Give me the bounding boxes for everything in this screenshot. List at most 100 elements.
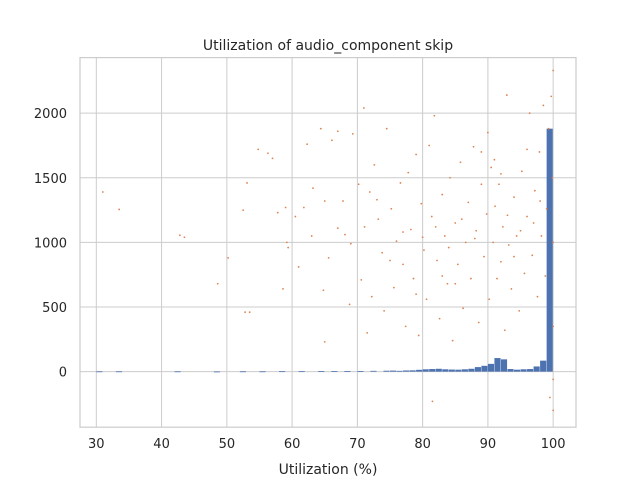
histogram-bar <box>318 371 325 372</box>
scatter-point <box>441 193 444 196</box>
scatter-point <box>377 218 380 221</box>
scatter-point <box>464 241 467 244</box>
scatter-point <box>183 236 186 239</box>
scatter-point <box>227 257 230 259</box>
scatter-point <box>430 215 433 218</box>
scatter-point <box>434 225 437 228</box>
scatter-point <box>376 198 378 201</box>
scatter-point <box>494 205 496 208</box>
scatter-point <box>486 131 489 134</box>
scatter-point <box>492 241 495 244</box>
scatter-point <box>216 282 219 285</box>
scatter-point <box>244 311 247 314</box>
scatter-point <box>257 148 260 151</box>
scatter-point <box>506 214 509 217</box>
y-tick-labels: 0 500 1000 1500 2000 <box>34 107 67 380</box>
scatter-point <box>552 409 555 412</box>
scatter-point <box>407 171 410 174</box>
scatter-point <box>267 152 269 155</box>
chart-title: Utilization of audio_component skip <box>203 38 453 54</box>
scatter-point <box>336 130 339 133</box>
scatter-point <box>480 151 483 153</box>
scatter-point <box>460 218 463 221</box>
scatter-point <box>284 206 287 209</box>
scatter-point <box>246 182 248 184</box>
scatter-point <box>431 400 434 403</box>
histogram-bar <box>96 371 103 373</box>
scatter-point <box>423 249 425 252</box>
scatter-point <box>515 235 518 237</box>
scatter-point <box>383 309 386 312</box>
scatter-point <box>519 229 522 232</box>
scatter-point <box>485 213 488 215</box>
histogram-bar <box>507 369 514 372</box>
scatter-point <box>399 182 402 184</box>
scatter-point <box>446 282 449 285</box>
scatter-point <box>368 191 371 193</box>
scatter-point <box>456 263 459 266</box>
scatter-point <box>547 127 550 130</box>
histogram-bar <box>435 368 442 372</box>
scatter-point <box>496 277 498 280</box>
histogram-bar <box>494 358 501 372</box>
scatter-point <box>459 161 462 164</box>
scatter-point <box>518 309 521 312</box>
scatter-point <box>349 242 352 245</box>
scatter-point <box>271 157 274 160</box>
scatter-point <box>488 298 491 301</box>
scatter-point <box>366 331 369 334</box>
scatter-point <box>454 282 457 285</box>
scatter-point <box>548 396 551 399</box>
scatter-point <box>390 207 393 210</box>
scatter-point <box>533 189 536 192</box>
histogram-bar <box>546 128 553 372</box>
x-tick-label: 80 <box>414 437 431 452</box>
scatter-point <box>389 259 391 262</box>
scatter-point <box>351 132 354 135</box>
histogram-bar <box>396 370 403 372</box>
scatter-point <box>502 225 504 228</box>
scatter-point <box>500 173 502 175</box>
scatter-point <box>404 325 407 328</box>
histogram-bar <box>344 370 351 372</box>
scatter-point <box>480 183 483 186</box>
scatter-point <box>312 187 314 190</box>
histogram-bar <box>422 369 429 372</box>
scatter-point <box>500 260 502 263</box>
scatter-point <box>248 311 251 314</box>
histogram-bar <box>213 371 220 373</box>
scatter-point <box>552 378 555 381</box>
scatter-point <box>490 166 493 169</box>
scatter-point <box>385 127 388 130</box>
y-tick-label: 500 <box>42 301 67 316</box>
scatter-point <box>462 307 464 310</box>
scatter-point <box>513 255 515 258</box>
scatter-point <box>467 201 470 204</box>
scatter-point <box>438 317 441 320</box>
histogram-bar <box>239 371 247 373</box>
histogram-bar <box>259 371 266 373</box>
histogram-bar <box>416 369 423 372</box>
scatter-point <box>470 277 472 280</box>
histogram-bar <box>514 369 521 372</box>
histogram-bar <box>540 360 547 372</box>
scatter-point <box>550 95 553 98</box>
x-tick-label: 100 <box>541 437 566 452</box>
scatter-point <box>319 127 322 130</box>
histogram-bar <box>461 369 468 372</box>
grid <box>80 57 576 428</box>
histogram-bar <box>442 369 449 372</box>
histogram-bar <box>527 369 534 372</box>
scatter-point <box>276 211 279 214</box>
scatter-point <box>178 234 181 237</box>
scatter-point <box>528 112 531 115</box>
x-tick-label: 60 <box>284 437 301 452</box>
scatter-point <box>370 295 373 298</box>
scatter-point <box>507 244 510 246</box>
plot-frame <box>79 56 577 428</box>
histogram-bar <box>357 370 364 372</box>
scatter-point <box>306 143 309 146</box>
scatter-point <box>323 200 326 202</box>
histogram-bar <box>383 370 390 372</box>
